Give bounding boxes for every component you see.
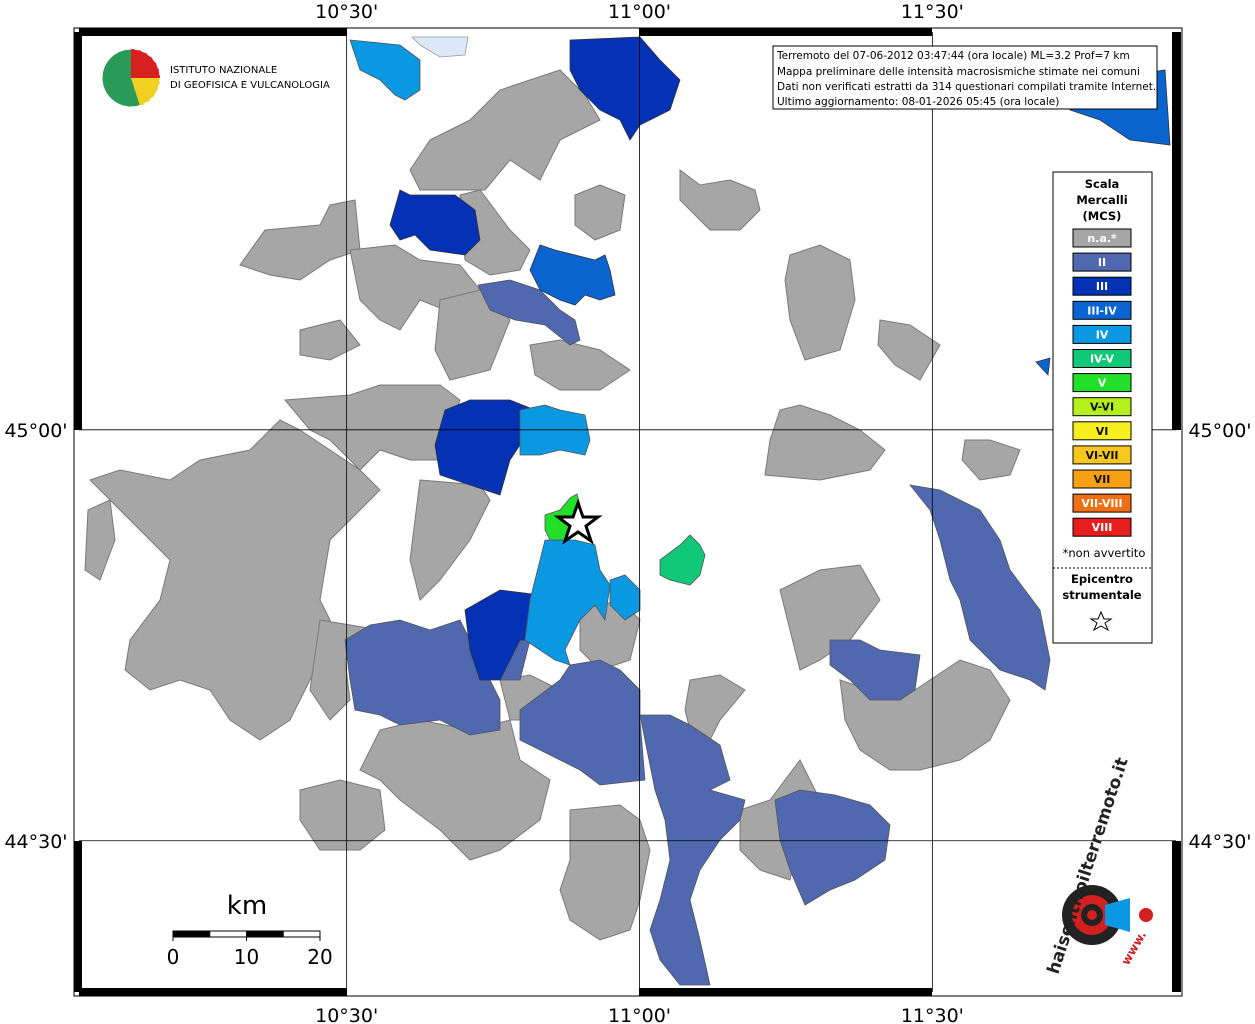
legend-label: IV bbox=[1096, 328, 1109, 341]
legend-swatch bbox=[1072, 445, 1132, 465]
legend-label: V bbox=[1098, 377, 1107, 390]
legend-title: Scala bbox=[1085, 177, 1120, 191]
legend-swatch bbox=[1072, 421, 1132, 441]
legend-swatch bbox=[1072, 228, 1132, 248]
legend-label: II bbox=[1098, 256, 1106, 269]
info-line: Dati non verificati estratti da 314 ques… bbox=[777, 81, 1156, 93]
lon-label: 11°00' bbox=[608, 1, 671, 23]
epicenter-star bbox=[553, 498, 603, 545]
legend-swatch bbox=[1072, 373, 1132, 393]
scale-bar: km 0 10 20 bbox=[167, 891, 333, 969]
lon-label: 10°30' bbox=[315, 1005, 378, 1024]
legend-swatch bbox=[1072, 252, 1132, 272]
lat-label: 44°30' bbox=[1188, 831, 1251, 853]
legend-label: n.a.* bbox=[1087, 232, 1117, 245]
scale-segment bbox=[209, 930, 247, 938]
lat-label: 45°00' bbox=[4, 420, 67, 442]
scale-segment bbox=[282, 930, 321, 938]
lon-label: 11°30' bbox=[901, 1005, 964, 1024]
legend-note: *non avvertito bbox=[1063, 546, 1146, 560]
epicenter-title: Epicentro bbox=[1071, 572, 1133, 586]
epicenter-symbol bbox=[1089, 610, 1113, 632]
lon-label: 11°00' bbox=[608, 1005, 671, 1024]
lat-label: 44°30' bbox=[4, 831, 67, 853]
legend-label: VIII bbox=[1092, 521, 1113, 534]
info-line: Terremoto del 07-06-2012 03:47:44 (ora l… bbox=[776, 50, 1130, 62]
legend-label: III-IV bbox=[1087, 304, 1117, 317]
info-line: Ultimo aggiornamento: 08-01-2026 05:45 (… bbox=[777, 96, 1059, 108]
legend-swatch bbox=[1072, 493, 1132, 513]
legend-label: VI-VII bbox=[1085, 449, 1118, 462]
legend-label: VII-VIII bbox=[1081, 497, 1122, 510]
lon-label: 10°30' bbox=[315, 1, 378, 23]
scale-label: 0 bbox=[167, 945, 180, 969]
scale-label: 10 bbox=[234, 945, 259, 969]
institute-logo: ISTITUTO NAZIONALE DI GEOFISICA E VULCAN… bbox=[101, 48, 330, 108]
legend-swatch bbox=[1072, 276, 1132, 296]
graticule bbox=[79, 32, 1176, 992]
legend-swatch bbox=[1072, 349, 1132, 368]
legend-label: V-VI bbox=[1090, 401, 1114, 414]
lat-label: 45°00' bbox=[1188, 420, 1251, 442]
legend-label: IV-V bbox=[1090, 353, 1115, 366]
legend-swatch bbox=[1072, 397, 1132, 417]
scale-segment bbox=[246, 930, 284, 938]
epicenter-title: strumentale bbox=[1062, 588, 1141, 602]
info-line: Mappa preliminare delle intensità macros… bbox=[777, 66, 1140, 78]
legend-swatch bbox=[1072, 469, 1132, 489]
institute-name: DI GEOFISICA E VULCANOLOGIA bbox=[170, 80, 330, 91]
lon-label: 11°30' bbox=[901, 1, 964, 23]
map-frame bbox=[73, 27, 1183, 997]
scale-unit: km bbox=[227, 891, 267, 921]
legend-title: Mercalli bbox=[1076, 193, 1127, 207]
legend-label: III bbox=[1096, 280, 1108, 293]
legend-label: VII bbox=[1094, 473, 1111, 486]
institute-name: ISTITUTO NAZIONALE bbox=[170, 65, 277, 76]
legend: Scala Mercalli (MCS) *non avvertito Epic… bbox=[1052, 171, 1153, 644]
municipalities bbox=[84, 36, 1171, 986]
scale-label: 20 bbox=[307, 945, 332, 969]
legend-swatch bbox=[1072, 300, 1132, 320]
info-box: Terremoto del 07-06-2012 03:47:44 (ora l… bbox=[772, 45, 1158, 110]
legend-label: VI bbox=[1096, 425, 1109, 438]
legend-title: (MCS) bbox=[1083, 209, 1122, 223]
legend-swatch bbox=[1072, 517, 1132, 537]
legend-swatch bbox=[1072, 324, 1132, 344]
scale-segment bbox=[172, 930, 211, 938]
